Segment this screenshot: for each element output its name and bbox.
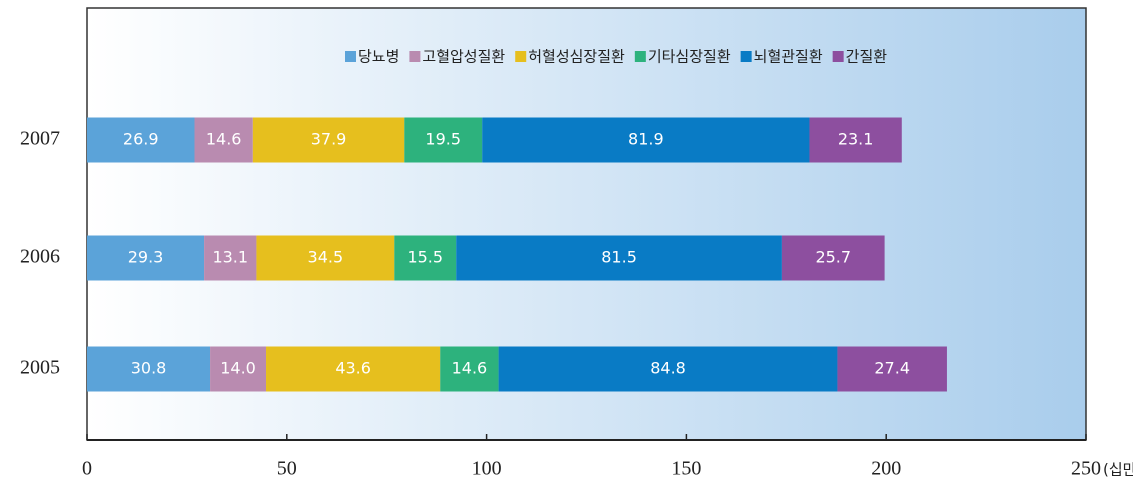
x-tick-label: 200 xyxy=(871,458,901,480)
bar-segment xyxy=(87,235,205,281)
value-label: 15.5 xyxy=(407,248,443,267)
bar-segment xyxy=(194,117,253,163)
x-tick-label: 150 xyxy=(671,458,701,480)
x-tick-label: 50 xyxy=(277,458,297,480)
x-tick-label: 100 xyxy=(472,458,502,480)
value-label: 37.9 xyxy=(311,130,347,149)
value-label: 43.6 xyxy=(335,359,371,378)
bar-segment xyxy=(837,346,947,392)
legend-swatch xyxy=(634,51,646,62)
bar-segment xyxy=(404,117,483,163)
legend-swatch xyxy=(515,51,527,62)
value-label: 27.4 xyxy=(874,359,910,378)
value-label: 81.5 xyxy=(601,248,637,267)
bar-segment xyxy=(456,235,782,281)
legend-swatch xyxy=(832,51,844,62)
x-axis-unit: (십만명당) xyxy=(1103,461,1133,479)
legend-label: 당뇨병 xyxy=(358,48,399,66)
bar-segment xyxy=(210,346,267,392)
legend-label: 허혈성심장질환 xyxy=(528,48,625,66)
value-label: 23.1 xyxy=(838,130,874,149)
value-label: 30.8 xyxy=(131,359,167,378)
bar-segment xyxy=(498,346,838,392)
bar-segment xyxy=(87,346,211,392)
x-tick-label: 0 xyxy=(82,458,92,480)
value-label: 26.9 xyxy=(123,130,159,149)
value-label: 34.5 xyxy=(308,248,344,267)
legend-label: 간질환 xyxy=(846,48,888,66)
legend-swatch xyxy=(345,51,356,62)
legend-label: 고혈압성질환 xyxy=(422,48,505,66)
bar-segment xyxy=(87,117,195,163)
bar-segment xyxy=(781,235,885,281)
legend-swatch xyxy=(409,51,421,62)
value-label: 81.9 xyxy=(628,130,664,149)
value-label: 29.3 xyxy=(128,248,164,267)
value-label: 25.7 xyxy=(815,248,851,267)
value-label: 19.5 xyxy=(425,130,461,149)
y-tick-label: 2005 xyxy=(20,357,60,379)
bar-segment xyxy=(204,235,257,281)
x-tick-label: 250 xyxy=(1071,458,1101,480)
value-label: 84.8 xyxy=(650,359,686,378)
legend-swatch xyxy=(740,51,752,62)
bar-segment xyxy=(252,117,405,163)
bar-segment xyxy=(440,346,499,392)
bar-segment xyxy=(256,235,395,281)
bar-segment xyxy=(266,346,441,392)
legend-label: 뇌혈관질환 xyxy=(754,48,823,66)
bar-segment xyxy=(482,117,810,163)
y-tick-label: 2006 xyxy=(20,246,60,268)
value-label: 13.1 xyxy=(212,248,248,267)
bar-segment xyxy=(809,117,902,163)
value-label: 14.6 xyxy=(206,130,242,149)
y-tick-label: 2007 xyxy=(20,128,60,150)
value-label: 14.0 xyxy=(220,359,256,378)
bar-segment xyxy=(394,235,457,281)
value-label: 14.6 xyxy=(452,359,488,378)
legend-label: 기타심장질환 xyxy=(648,48,731,66)
